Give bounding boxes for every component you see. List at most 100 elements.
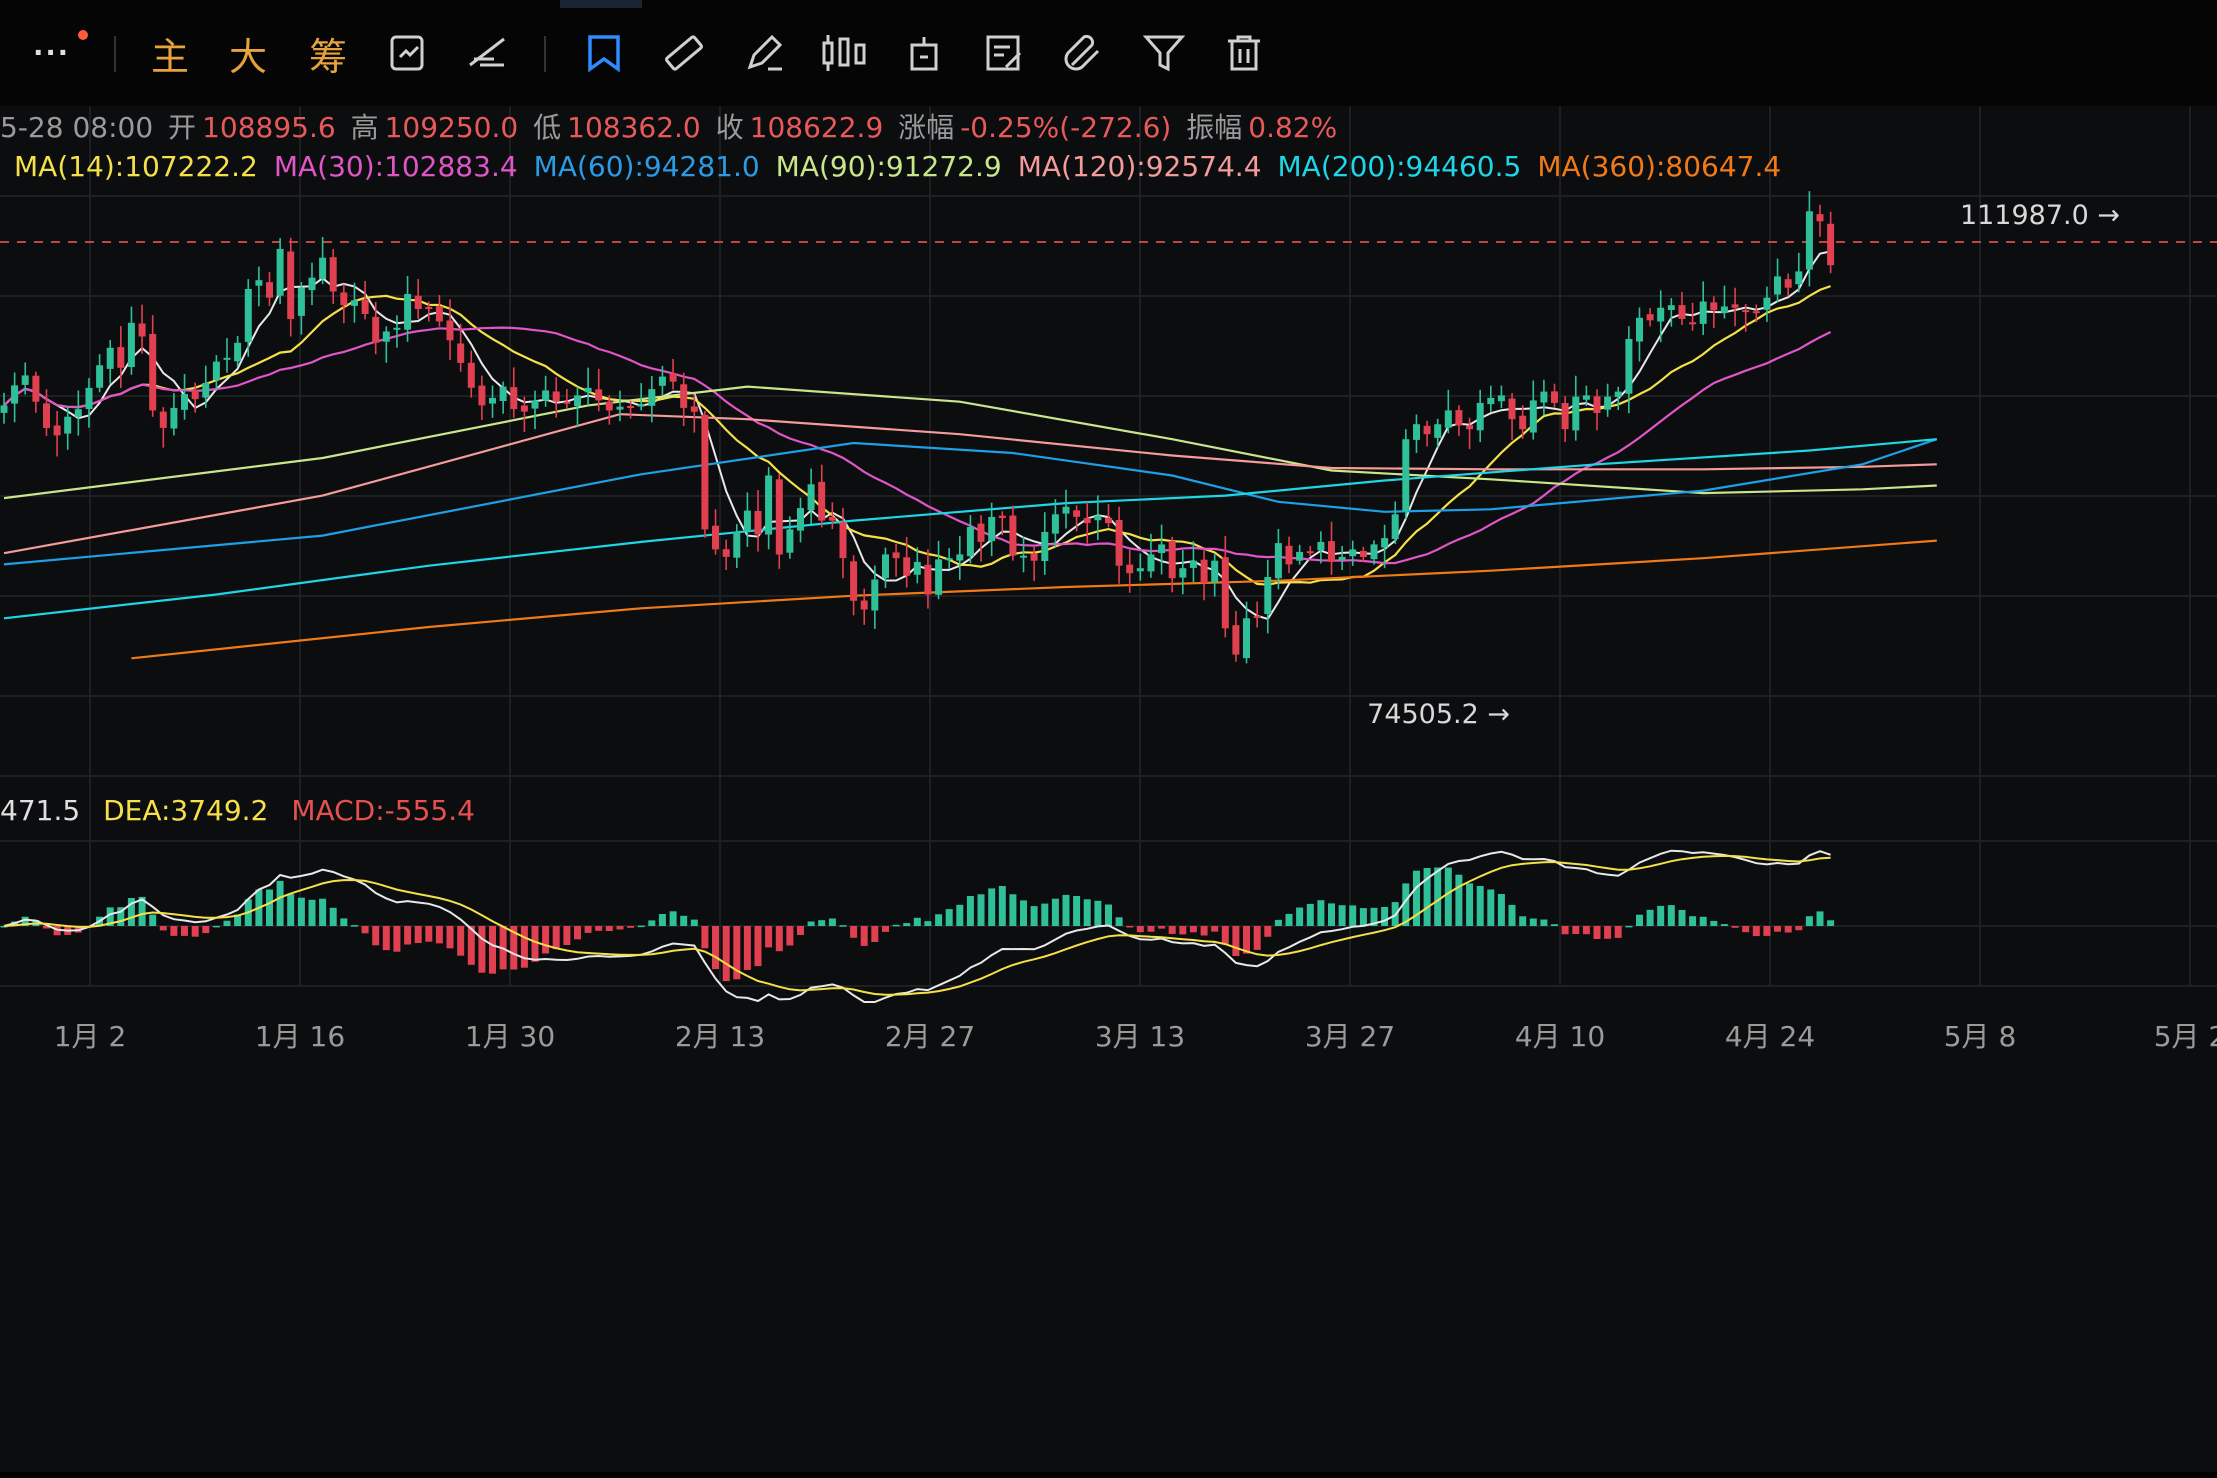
macd-histogram-bar (106, 907, 114, 926)
candle-body (223, 357, 231, 360)
more-icon: ··· (33, 33, 71, 72)
macd-histogram-bar (531, 926, 539, 962)
box-tool-button[interactable] (896, 24, 952, 82)
ruler-tool-button[interactable] (656, 24, 712, 82)
macd-histogram-bar (733, 926, 741, 980)
big-order-button[interactable]: 大 (228, 34, 267, 79)
macd-histogram-bar (1784, 926, 1792, 933)
candle-body (1699, 301, 1707, 324)
candle-body (319, 257, 327, 279)
trash-icon (1228, 35, 1260, 71)
candle-body (1413, 424, 1420, 440)
macd-histogram-bar (234, 914, 242, 926)
candle-body (1604, 396, 1612, 410)
candle-body (382, 331, 390, 342)
candle-body (786, 529, 794, 553)
ma-legend-item: MA(30):102883.4 (273, 150, 518, 183)
macd-histogram-bar (1126, 926, 1134, 928)
macd-histogram-bar (903, 923, 911, 926)
macd-histogram-bar (1646, 909, 1654, 926)
delete-button[interactable] (1216, 24, 1272, 82)
candle-body (287, 251, 295, 319)
candle-body (1253, 615, 1261, 618)
macd-histogram-bar (1115, 917, 1123, 926)
macd-histogram-bar (1699, 916, 1707, 926)
macd-histogram-bar (574, 926, 581, 940)
candle-body (1136, 568, 1144, 572)
macd-histogram-bar (308, 899, 316, 926)
high-label: 高 (350, 111, 379, 144)
macd-histogram-bar (1030, 906, 1038, 926)
candle-body (828, 517, 836, 521)
macd-histogram-bar (850, 926, 858, 938)
candle-body (1551, 391, 1558, 403)
candle-body (1678, 305, 1686, 319)
candle-body (1784, 279, 1792, 288)
bookmark-tool-button[interactable] (576, 24, 632, 82)
chart-area[interactable]: 1月 2 1月 16 1月 30 2月 13 2月 27 3月 13 3月 27 4月 10 4… (0, 106, 2217, 1472)
magnet-tool-button[interactable] (1056, 24, 1112, 82)
macd-histogram-bar (212, 925, 220, 928)
price-chart[interactable]: 1月 2 1月 16 1月 30 2月 13 2月 27 3月 13 3月 27 4月 10 4… (0, 106, 2217, 1472)
macd-histogram-bar (1062, 894, 1070, 926)
candle-body (1296, 551, 1304, 561)
candle-body (1243, 618, 1250, 659)
candle-body (1805, 211, 1813, 270)
candle-body (1381, 538, 1389, 548)
macd-histogram-bar (1497, 894, 1505, 926)
candle-body (839, 522, 847, 559)
note-tool-button[interactable] (976, 24, 1032, 82)
macd-histogram-bar (1678, 910, 1686, 926)
candle-body (1221, 557, 1229, 629)
macd-histogram-bar (1434, 867, 1442, 926)
candle-body (127, 322, 135, 367)
macd-histogram-bar (1423, 868, 1431, 926)
macd-histogram-bar (1274, 919, 1282, 926)
x-axis-tick-label: 4月 10 (1515, 1020, 1605, 1053)
candle-body (1752, 311, 1760, 314)
macd-histogram-bar (1221, 926, 1229, 944)
macd-histogram-bar (435, 926, 443, 944)
macd-histogram-bar (658, 914, 666, 926)
macd-histogram-bar (478, 926, 486, 973)
candle-body (1359, 550, 1367, 557)
macd-histogram-bar (1381, 907, 1389, 926)
line-tool-button[interactable] (460, 24, 516, 82)
macd-histogram-bar (775, 926, 783, 952)
filter-button[interactable] (1136, 24, 1192, 82)
low-label: 低 (533, 111, 562, 144)
candle-body (202, 382, 210, 398)
toolbar: ··· 主 大 筹 (0, 0, 2217, 108)
macd-histogram-bar (297, 897, 305, 926)
candle-body (1062, 506, 1070, 514)
x-axis-tick-label: 5月 2 (2154, 1020, 2217, 1053)
candle-body (1795, 271, 1803, 285)
macd-histogram-bar (701, 926, 709, 949)
macd-histogram-bar (319, 898, 327, 926)
more-button[interactable]: ··· (28, 24, 88, 82)
macd-histogram-bar (467, 926, 475, 965)
macd-histogram-bar (722, 926, 730, 982)
candle-body (1519, 415, 1527, 430)
candle-body (276, 248, 284, 296)
macd-histogram-bar (340, 918, 348, 926)
macd-histogram-bar (616, 926, 624, 930)
candle-body (435, 306, 443, 322)
candle-body (722, 549, 730, 557)
close-value: 108622.9 (749, 111, 884, 144)
amplitude-value: 0.82% (1248, 111, 1338, 144)
pen-tool-button[interactable] (736, 24, 792, 82)
main-chart-button[interactable]: 主 (150, 34, 189, 79)
macd-histogram-bar (1370, 907, 1378, 926)
macd-histogram-bar (414, 926, 422, 943)
macd-histogram-bar (1487, 889, 1495, 926)
candle-body (393, 327, 401, 330)
chip-distribution-button[interactable]: 筹 (308, 34, 347, 79)
macd-histogram-bar (935, 914, 943, 926)
macd-histogram-bar (1413, 870, 1420, 926)
macd-dea-value: DEA:3749.2 (103, 794, 269, 827)
candle-body (669, 373, 677, 382)
refresh-drawing-button[interactable] (380, 24, 436, 82)
candle-tool-button[interactable] (816, 24, 872, 82)
macd-histogram-bar (1466, 883, 1474, 926)
